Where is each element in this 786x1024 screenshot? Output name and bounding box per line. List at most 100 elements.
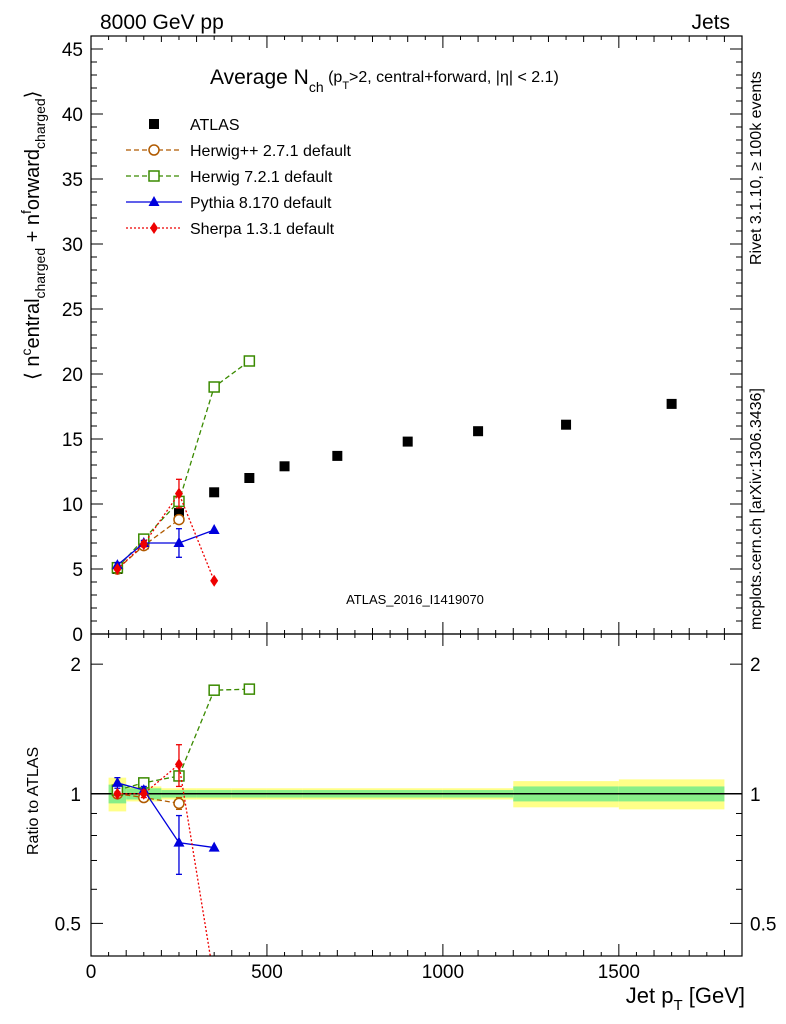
x-tick-label: 1500 — [598, 962, 640, 983]
legend: ATLAS Herwig++ 2.7.1 default Herwig 7.2.1 … — [126, 117, 352, 238]
series-line — [116, 529, 215, 566]
legend-label: Herwig 7.2.1 default — [190, 169, 333, 186]
legend-marker — [148, 196, 160, 206]
ratio-y-axis-label: Ratio to ATLAS — [25, 747, 42, 855]
data-point — [173, 513, 185, 526]
mcplots-label: mcplots.cern.ch [arXiv:1306.3436] — [748, 388, 765, 630]
main-plot-data — [111, 355, 677, 587]
ratio-y-tick-label: 0.5 — [55, 914, 81, 935]
y-tick-label: 20 — [62, 365, 83, 386]
title-sub-T: T — [342, 80, 349, 92]
ratio-y-tick-label: 2 — [70, 655, 81, 676]
ratio-y-tick-label-right: 1 — [750, 785, 761, 806]
legend-marker — [148, 144, 160, 156]
legend-marker — [148, 170, 160, 182]
y-tick-label: 15 — [62, 430, 83, 451]
series-line — [116, 360, 250, 569]
title-rest: >2, central+forward, |η| < 2.1) — [349, 69, 559, 86]
data-point — [402, 436, 413, 447]
legend-marker — [150, 222, 158, 234]
y-tick-label: 40 — [62, 105, 83, 126]
data-point — [208, 381, 220, 393]
header-right: Jets — [691, 11, 730, 34]
ratio-plot-data — [111, 683, 256, 956]
data-point — [113, 787, 122, 800]
data-point — [279, 461, 290, 472]
ratio-y-tick-label: 1 — [70, 785, 81, 806]
data-point — [173, 797, 185, 810]
main-panel: 0 5 10 15 20 25 30 35 40 45 ATLAS_2016_I1419070 A… — [18, 35, 743, 646]
legend-label: Pythia 8.170 default — [190, 195, 332, 212]
series-pythia-8-170-default — [111, 524, 220, 570]
plot-frame — [90, 35, 743, 635]
watermark: ATLAS_2016_I1419070 — [346, 592, 484, 607]
data-point — [173, 836, 185, 847]
title-main: Average N — [210, 66, 309, 89]
x-tick-label: 1000 — [422, 962, 464, 983]
data-point — [113, 563, 122, 575]
header-left: 8000 GeV pp — [100, 11, 224, 34]
data-point — [139, 538, 148, 551]
series-atlas — [112, 398, 677, 574]
ratio-series-pythia-8-170-default — [111, 776, 220, 875]
y-tick-label: 0 — [72, 625, 83, 646]
y-tick-label: 30 — [62, 235, 83, 256]
y-tick-label: 10 — [62, 495, 83, 516]
ratio-y-tick-label-right: 2 — [750, 655, 761, 676]
legend-entry: Herwig++ 2.7.1 default — [126, 143, 352, 160]
title-open: (p — [324, 69, 343, 86]
legend-entry: Pythia 8.170 default — [126, 195, 332, 212]
data-point — [174, 487, 183, 500]
plot-frame — [90, 633, 743, 957]
data-point — [210, 574, 219, 587]
data-point — [473, 426, 484, 437]
title-sub-ch: ch — [309, 79, 324, 95]
data-point — [174, 758, 183, 771]
legend-label: Herwig++ 2.7.1 default — [190, 143, 352, 160]
y-tick-label: 5 — [72, 560, 83, 581]
ratio-uncertainty-bands — [91, 777, 742, 812]
legend-label: ATLAS — [190, 117, 240, 134]
data-point — [111, 776, 123, 787]
x-axis-label: Jet pT [GeV] — [626, 983, 745, 1014]
series-line — [116, 492, 215, 581]
ratio-series-sherpa-1-3-1-default — [113, 744, 211, 956]
ratio-y-tick-label-right: 0.5 — [750, 914, 776, 935]
legend-entry: Herwig 7.2.1 default — [126, 169, 333, 186]
series-line — [117, 688, 250, 791]
ratio-panel: 0.5 0.5 1 1 2 2 0 500 1000 1500 Ratio to ATLAS Je… — [25, 633, 776, 1014]
series-sherpa-1-3-1-default — [113, 478, 219, 587]
legend-entry: ATLAS — [149, 117, 240, 134]
data-point — [208, 841, 220, 852]
ratio-plot-axes: 0.5 0.5 1 1 2 2 0 500 1000 1500 — [55, 633, 776, 983]
data-point — [244, 473, 255, 483]
data-point — [173, 508, 184, 519]
series-line — [117, 763, 211, 956]
series-line — [117, 782, 215, 849]
legend-entry: Sherpa 1.3.1 default — [126, 221, 335, 238]
series-herwig-7-2-1-default — [111, 355, 256, 574]
main-plot-title: Average Nch (pT>2, central+forward, |η| … — [210, 66, 559, 95]
x-tick-label: 0 — [86, 962, 97, 983]
data-point — [666, 398, 677, 409]
legend-marker — [149, 119, 159, 129]
data-point — [208, 684, 220, 696]
x-tick-label: 500 — [251, 962, 283, 983]
rivet-label: Rivet 3.1.10, ≥ 100k events — [748, 71, 765, 265]
data-point — [332, 450, 343, 461]
main-plot-axes: 0 5 10 15 20 25 30 35 40 45 — [62, 35, 743, 646]
ratio-series-herwig-7-2-1-default — [111, 683, 256, 796]
y-tick-label: 45 — [62, 40, 83, 61]
y-tick-label: 35 — [62, 170, 83, 191]
data-point — [209, 487, 220, 498]
legend-label: Sherpa 1.3.1 default — [190, 221, 335, 238]
data-point — [561, 419, 572, 430]
y-tick-label: 25 — [62, 300, 83, 321]
main-y-axis-label: ⟨ ncentralcharged + nforwardcharged⟩ — [18, 91, 48, 380]
data-point — [208, 524, 220, 534]
data-point — [243, 355, 256, 367]
data-point — [243, 683, 256, 695]
data-point — [139, 787, 148, 800]
data-point — [173, 537, 185, 547]
